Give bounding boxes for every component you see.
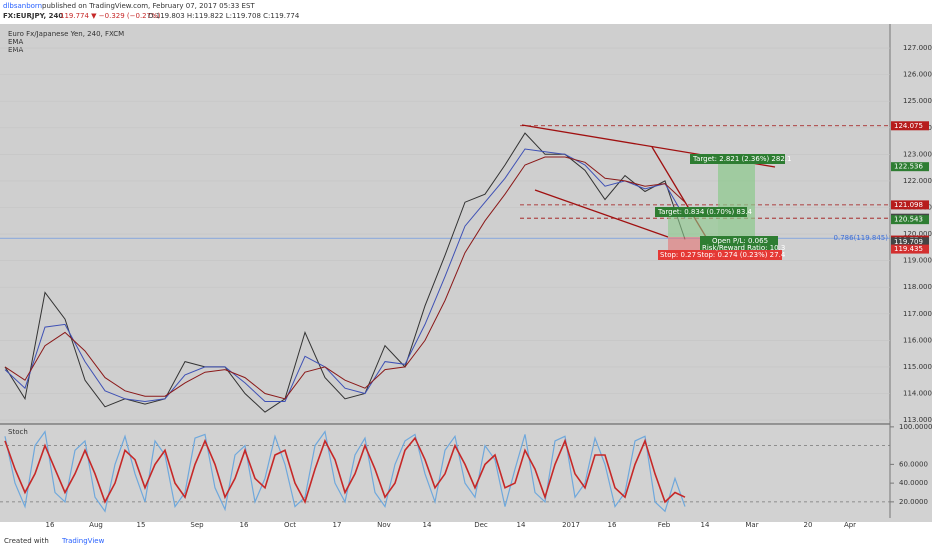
price-marker (891, 237, 929, 247)
published: published on TradingView.com, February 0… (42, 2, 255, 10)
x-tick-label: 17 (333, 521, 342, 529)
user[interactable]: dlbsanborn (3, 2, 42, 10)
y-tick-label: 60.0000 (899, 460, 928, 468)
x-tick-label: 16 (608, 521, 617, 529)
annotation: Stop: 0.27 (660, 251, 696, 259)
y-tick-label: 100.0000 (899, 423, 932, 431)
price-marker-label: 121.098 (894, 201, 923, 209)
price-marker-label: 122.536 (894, 163, 923, 171)
price-marker (891, 244, 929, 254)
ohlc: O:119.803 H:119.822 L:119.708 C:119.774 (148, 12, 300, 20)
price-marker (891, 215, 929, 225)
trend-line (534, 189, 669, 238)
annotation: Target: 0.834 (0.70%) 83.4 (657, 208, 753, 216)
series-title: Euro Fx/Japanese Yen, 240, FXCM (8, 30, 124, 38)
annotation: Stop: 0.274 (0.23%) 27.4 (697, 251, 786, 259)
x-tick-label: Dec (474, 521, 488, 529)
annotation: Target: 2.821 (2.36%) 282.1 (692, 155, 791, 163)
indicator-label: EMA (8, 38, 23, 46)
series-line (4, 430, 686, 513)
x-tick-label: Mar (745, 521, 758, 529)
price-marker-label: 120.543 (894, 216, 923, 224)
annotation: Risk/Reward Ratio: 10.3 (702, 244, 785, 252)
y-tick-label: 113.000 (903, 416, 932, 424)
y-tick-label: 118.000 (903, 283, 932, 291)
footer-brand[interactable]: TradingView (61, 537, 105, 545)
x-tick-label: 14 (423, 521, 432, 529)
x-tick-label: Oct (284, 521, 296, 529)
y-tick-label: 119.000 (903, 257, 932, 265)
price-marker (891, 162, 929, 172)
x-tick-label: Feb (658, 521, 671, 529)
x-tick-label: 16 (240, 521, 249, 529)
y-tick-label: 123.000 (903, 150, 932, 158)
price-marker-label: 119.435 (894, 245, 923, 253)
x-tick-label: 14 (517, 521, 526, 529)
fib-label: 0.786(119.845) (834, 234, 889, 242)
x-tick-label: 14 (701, 521, 710, 529)
y-tick-label: 120.000 (903, 230, 932, 238)
y-tick-label: 40.0000 (899, 479, 928, 487)
price-marker (891, 121, 929, 131)
price-marker (891, 200, 929, 210)
target-zone (718, 160, 755, 237)
price-marker-label: 119.709 (894, 238, 923, 246)
x-tick-label: Aug (89, 521, 103, 529)
x-tick-label: 16 (46, 521, 55, 529)
y-tick-label: 114.000 (903, 390, 932, 398)
x-tick-label: Apr (844, 521, 856, 529)
price-marker-label: 124.075 (894, 122, 923, 130)
y-tick-label: 122.000 (903, 177, 932, 185)
x-tick-label: Sep (190, 521, 204, 529)
symbol: FX:EURJPY, 240 (3, 12, 63, 20)
series-line (4, 132, 686, 413)
annotation: Open P/L: 0.065 (712, 237, 768, 245)
y-tick-label: 117.000 (903, 310, 932, 318)
label-box (700, 236, 778, 253)
series-line (4, 148, 686, 403)
last-price: 119.774 ▼ −0.329 (−0.27%) (60, 12, 161, 20)
series-line (4, 436, 686, 504)
y-tick-label: 126.000 (903, 71, 932, 79)
x-tick-label: Nov (377, 521, 391, 529)
stoch-title: Stoch (8, 428, 28, 436)
price-pane (0, 24, 890, 424)
x-tick-label: 2017 (562, 521, 580, 529)
x-tick-label: 20 (804, 521, 813, 529)
y-tick-label: 127.000 (903, 44, 932, 52)
y-tick-label: 115.000 (903, 363, 932, 371)
drawings: Target: 2.821 (2.36%) 282.1 Target: 0.83… (521, 124, 791, 260)
x-tick-label: 15 (137, 521, 146, 529)
footer-text: Created with (4, 537, 49, 545)
label-box (658, 250, 782, 260)
indicator-label: EMA (8, 46, 23, 54)
label-box (690, 154, 785, 164)
series-line (4, 156, 686, 400)
y-tick-label: 125.000 (903, 97, 932, 105)
y-tick-label: 116.000 (903, 336, 932, 344)
label-box (655, 207, 747, 217)
y-tick-label: 20.0000 (899, 498, 928, 506)
